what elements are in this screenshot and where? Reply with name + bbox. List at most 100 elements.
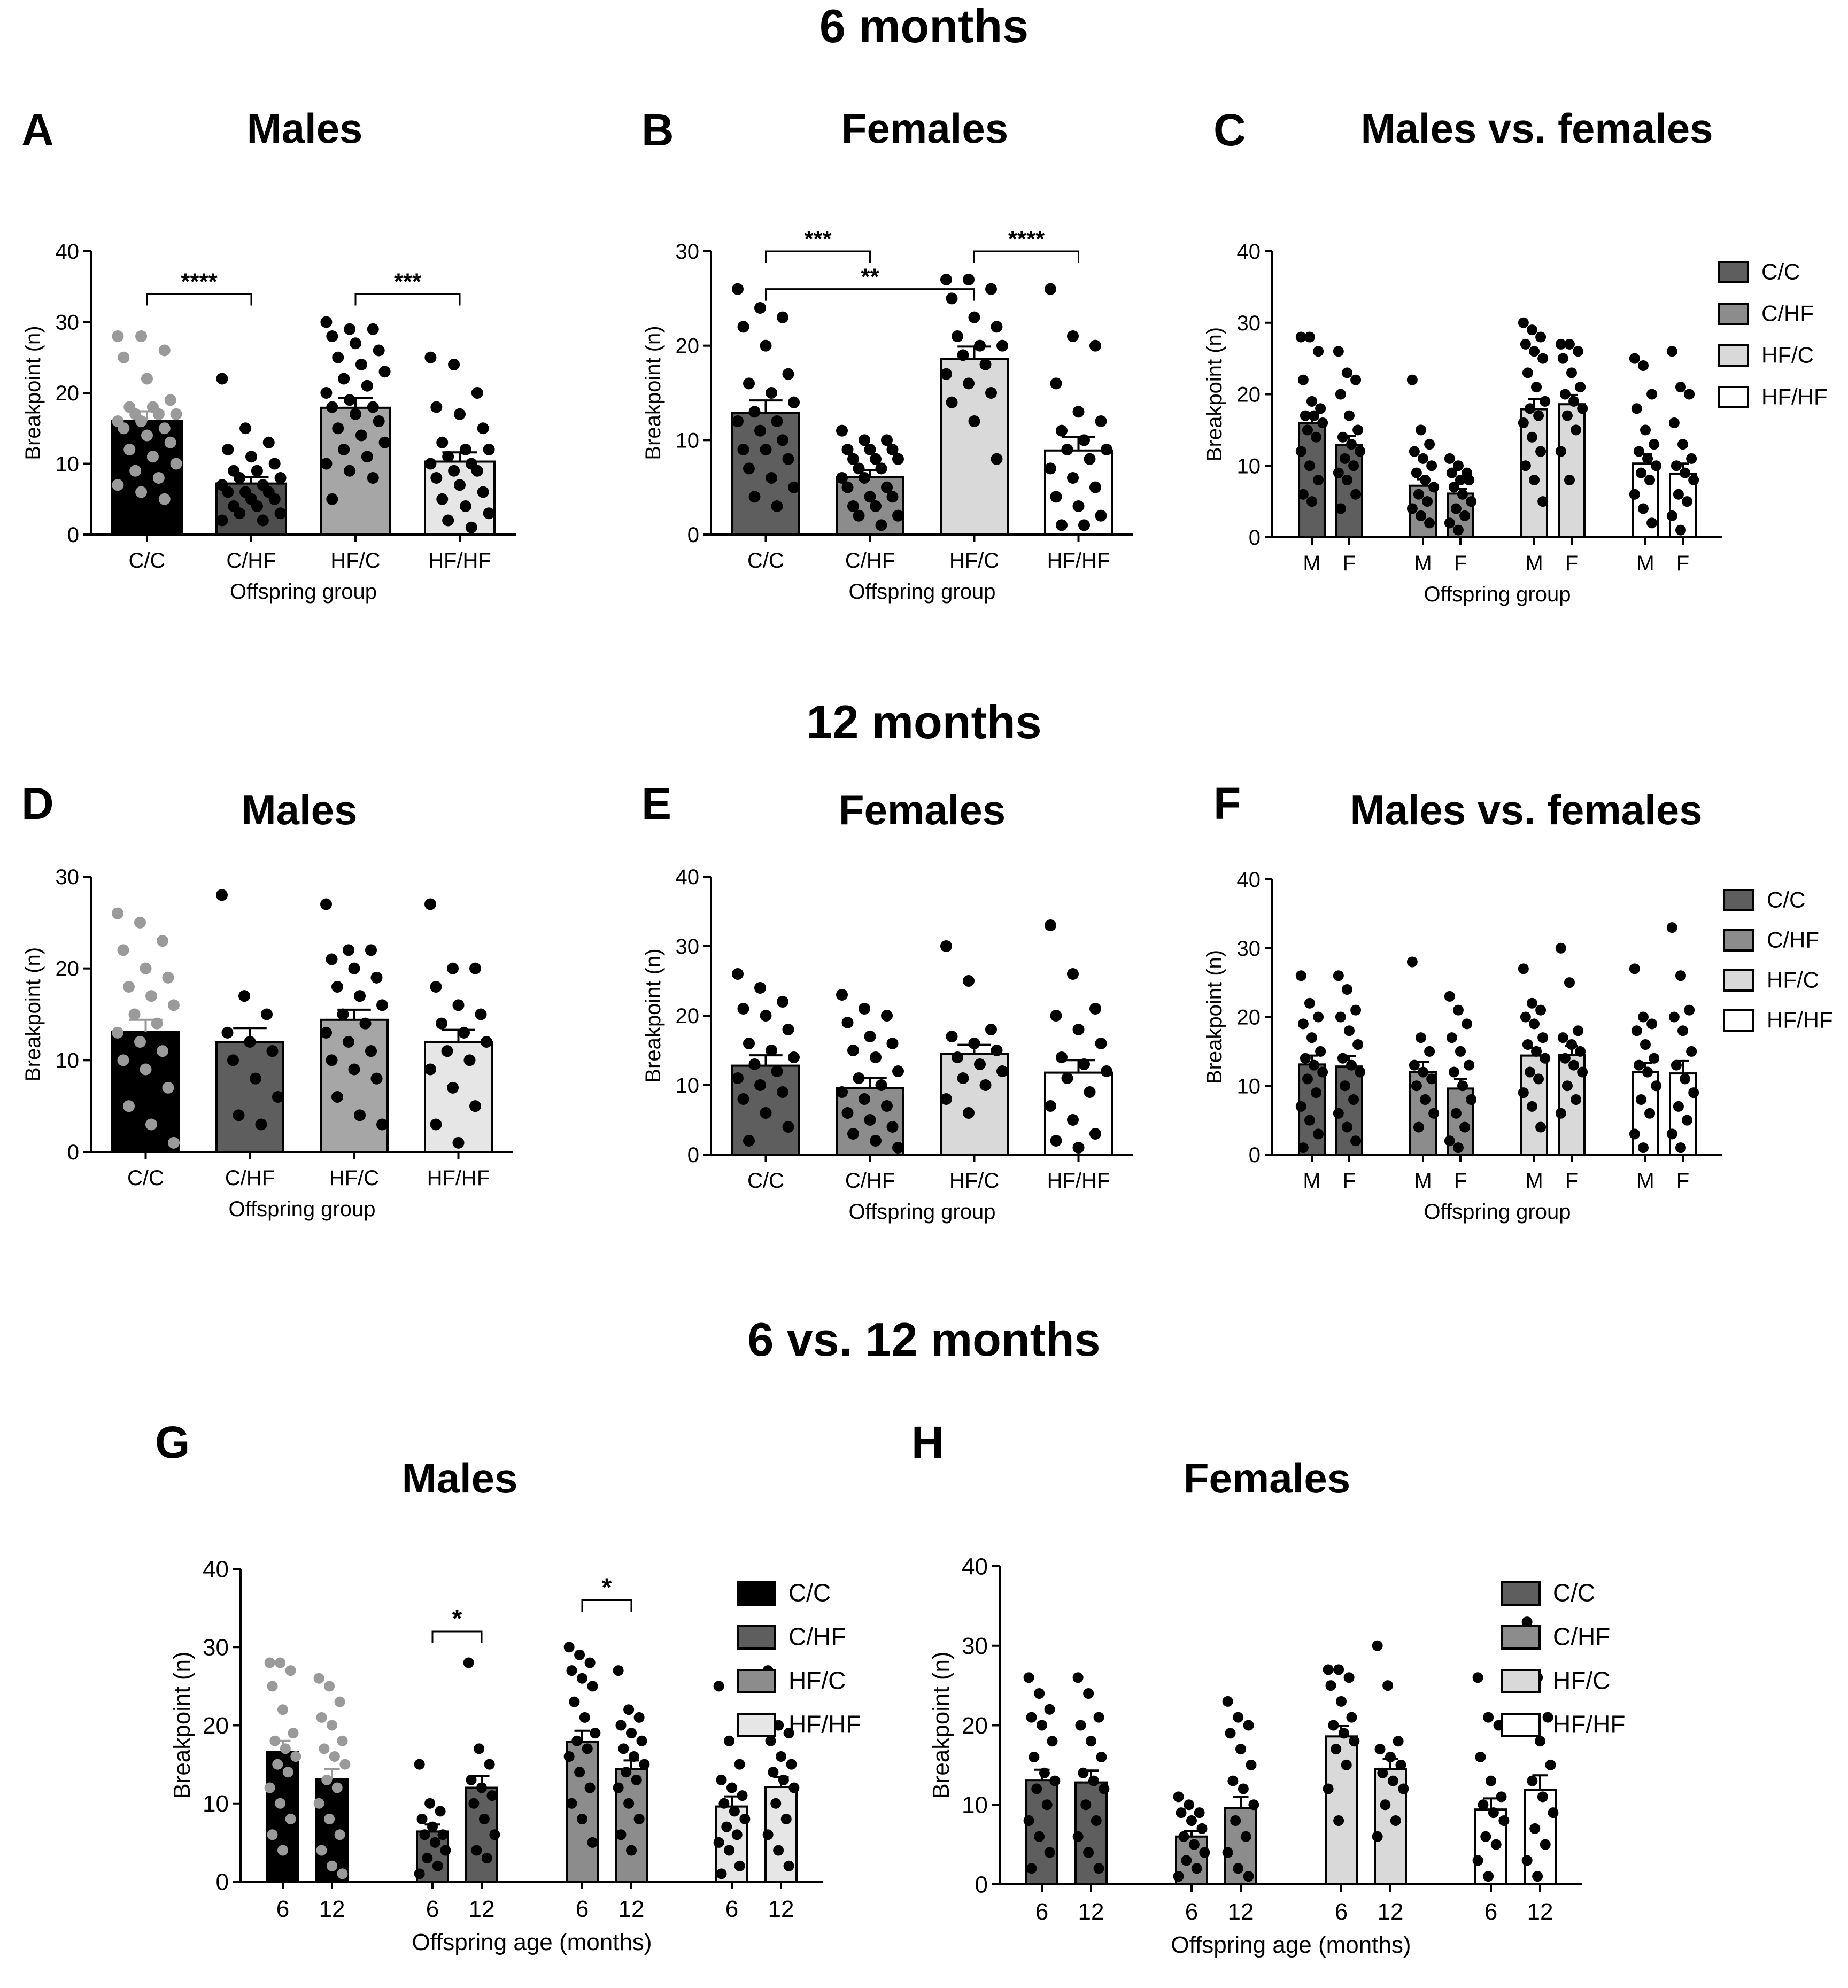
data-point	[1078, 1767, 1089, 1778]
legend-label: HF/HF	[1553, 1711, 1625, 1738]
data-point	[1056, 1051, 1068, 1063]
data-point	[1406, 956, 1418, 968]
data-point	[1382, 1680, 1394, 1691]
data-point	[1235, 1744, 1246, 1755]
bar	[940, 358, 1009, 536]
data-point	[471, 387, 483, 399]
x-tick-label: 6	[1035, 1899, 1048, 1925]
data-point	[859, 1003, 870, 1015]
data-point	[1093, 1863, 1104, 1874]
y-tick-label: 20	[1237, 383, 1261, 407]
data-point	[875, 462, 887, 475]
data-point	[1339, 1080, 1350, 1092]
data-point	[1524, 1066, 1535, 1078]
data-point	[1675, 382, 1686, 393]
data-point	[1498, 1815, 1510, 1826]
data-point	[754, 982, 766, 994]
data-point	[841, 481, 854, 493]
y-tick-label: 0	[1249, 526, 1261, 550]
data-point	[1480, 1831, 1491, 1842]
data-point	[1575, 1046, 1586, 1057]
x-tick-label: HF/HF	[1047, 1169, 1110, 1193]
data-point	[478, 1814, 490, 1824]
data-point	[1459, 1121, 1471, 1133]
data-point	[626, 1845, 637, 1856]
data-point	[1428, 1108, 1440, 1119]
panel-letter-a: A	[21, 105, 54, 155]
data-point	[1557, 353, 1568, 364]
data-point	[788, 481, 800, 493]
data-point	[713, 1837, 724, 1848]
bar	[424, 1041, 493, 1153]
data-point	[1393, 1736, 1404, 1747]
y-tick-label: 10	[56, 1049, 80, 1072]
data-point	[1680, 467, 1691, 478]
data-point	[324, 1681, 335, 1692]
legend-label: C/HF	[1553, 1623, 1610, 1651]
y-tick-label: 10	[1237, 1074, 1261, 1098]
data-point	[1309, 1059, 1320, 1071]
x-tick-label: M	[1414, 1169, 1432, 1193]
x-tick-label: M	[1303, 552, 1320, 575]
data-point	[841, 1017, 854, 1028]
data-point	[440, 1845, 451, 1856]
data-point	[128, 1008, 141, 1020]
data-point	[483, 507, 495, 520]
data-point	[639, 1759, 650, 1770]
data-point	[940, 940, 952, 952]
data-point	[1675, 1142, 1686, 1154]
data-point	[582, 1743, 593, 1754]
legend-swatch	[1501, 1669, 1541, 1693]
y-tick-label: 30	[203, 1635, 229, 1661]
data-point	[1395, 1759, 1406, 1770]
bar	[1325, 1735, 1358, 1885]
data-point	[1041, 1799, 1053, 1811]
data-point	[1526, 997, 1537, 1009]
legend-label: HF/HF	[788, 1711, 861, 1738]
y-axis-label: Breakpoint (n)	[641, 326, 665, 460]
x-tick-label: M	[1636, 1169, 1654, 1193]
data-point	[991, 453, 1003, 465]
data-point	[1304, 460, 1315, 471]
data-point	[870, 1135, 882, 1147]
data-point	[1444, 517, 1455, 529]
data-point	[216, 889, 228, 901]
data-point	[477, 422, 489, 435]
x-axis-label: Offspring group	[1424, 1200, 1571, 1224]
x-axis-label: Offspring age (months)	[1171, 1932, 1411, 1958]
data-point	[222, 486, 234, 498]
y-tick-label: 30	[676, 240, 700, 264]
data-point	[1086, 1736, 1096, 1747]
data-point	[458, 1026, 470, 1039]
data-point	[168, 999, 180, 1011]
data-point	[1222, 1696, 1233, 1707]
y-tick-label: 30	[1237, 312, 1261, 335]
y-tick-label: 20	[962, 1713, 988, 1739]
data-point	[1328, 1720, 1339, 1731]
data-point	[1666, 510, 1677, 521]
data-point	[123, 981, 135, 993]
data-point	[870, 500, 882, 512]
data-point	[1184, 1799, 1195, 1811]
data-point	[1243, 1871, 1254, 1882]
data-point	[1083, 1847, 1094, 1858]
data-point	[216, 514, 228, 527]
data-point	[636, 1735, 647, 1746]
data-point	[463, 1657, 474, 1668]
data-point	[245, 451, 257, 463]
data-point	[1649, 1053, 1660, 1064]
data-point	[563, 1751, 575, 1762]
data-point	[448, 465, 460, 477]
data-point	[1173, 1871, 1184, 1882]
data-point	[870, 1051, 882, 1063]
data-point	[1372, 1831, 1383, 1842]
data-point	[615, 1829, 627, 1840]
data-point	[1633, 1059, 1644, 1071]
data-point	[623, 1798, 635, 1809]
data-point	[313, 1798, 324, 1809]
data-point	[447, 1081, 459, 1094]
data-point	[1398, 1783, 1409, 1794]
data-point	[875, 519, 887, 531]
legend-swatch	[1501, 1713, 1541, 1737]
data-point	[1577, 1066, 1588, 1078]
